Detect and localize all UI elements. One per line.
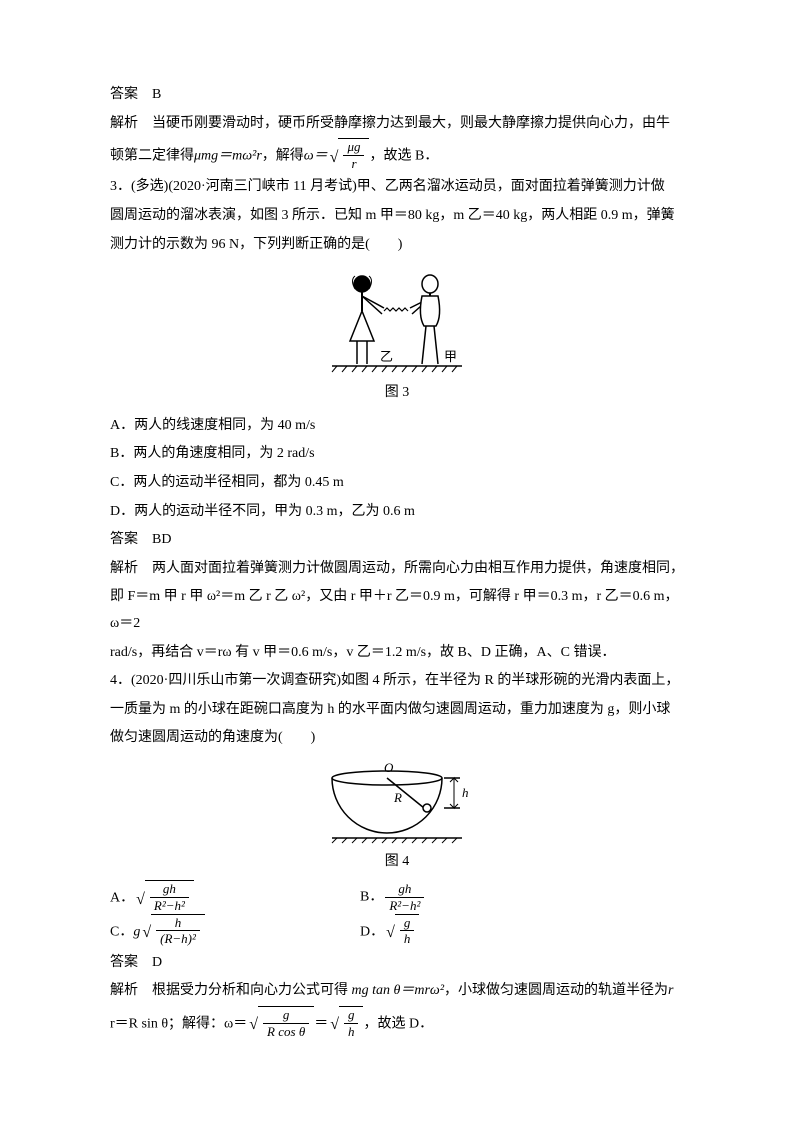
explanation-1-line2: 顿第二定律得μmg＝mω²r，解得ω＝μgr，故选 B． bbox=[110, 139, 684, 172]
option-a: A．ghR²−h² bbox=[110, 881, 360, 914]
option-label: B． bbox=[360, 890, 383, 905]
question-number: 4． bbox=[110, 673, 131, 688]
numerator: g bbox=[344, 1007, 359, 1024]
formula: μmg＝mω²r bbox=[194, 149, 262, 164]
figure-4: O R h bbox=[110, 760, 684, 845]
question-4-line3: 做匀速圆周运动的角速度为( ) bbox=[110, 725, 684, 752]
coefficient: g bbox=[133, 924, 140, 939]
figure-3-caption: 图 3 bbox=[110, 380, 684, 407]
answer-value: BD bbox=[152, 532, 171, 547]
explanation-label: 解析 bbox=[110, 983, 138, 998]
question-3-line2: 圆周运动的溜冰表演，如图 3 所示．已知 m 甲＝80 kg，m 乙＝40 kg… bbox=[110, 203, 684, 230]
option-b: B．两人的角速度相同，为 2 rad/s bbox=[110, 441, 684, 468]
option-c: C．gh(R−h)² bbox=[110, 915, 360, 948]
sqrt-icon: gh bbox=[386, 915, 419, 948]
formula-lhs: ω＝ bbox=[304, 149, 328, 164]
numerator: gh bbox=[385, 881, 424, 898]
answer-label: 答案 bbox=[110, 955, 138, 970]
option-d: D．gh bbox=[360, 915, 419, 948]
answer-1: 答案 B bbox=[110, 82, 684, 109]
answer-4: 答案 D bbox=[110, 950, 684, 977]
figure-4-caption: 图 4 bbox=[110, 849, 684, 876]
text: (多选)(2020·河南三门峡市 11 月考试)甲、乙两名溜冰运动员，面对面拉着… bbox=[131, 179, 665, 194]
answer-value: B bbox=[152, 87, 161, 102]
numerator: h bbox=[156, 915, 200, 932]
sqrt-icon: h(R−h)² bbox=[142, 915, 205, 948]
sqrt-icon: μgr bbox=[330, 139, 370, 172]
text: ，故选 B． bbox=[369, 149, 438, 164]
text: 根据受力分析和向心力公式可得 bbox=[152, 983, 352, 998]
fig4-r: R bbox=[393, 790, 402, 805]
explanation-4-line1: 解析 根据受力分析和向心力公式可得 mg tan θ＝mrω²，小球做匀速圆周运… bbox=[110, 978, 684, 1005]
text: 圆周运动的溜冰表演，如图 3 所示．已知 m 甲＝80 kg，m 乙＝40 kg… bbox=[110, 208, 675, 223]
fig4-h: h bbox=[462, 785, 469, 800]
sqrt-icon: gh bbox=[330, 1007, 363, 1040]
text: rad/s，再结合 v＝rω 有 v 甲＝0.6 m/s，v 乙＝1.2 m/s… bbox=[110, 645, 615, 660]
options-row-2: C．gh(R−h)² D．gh bbox=[110, 915, 684, 948]
numerator: g bbox=[263, 1007, 309, 1024]
sqrt-icon: ghR²−h² bbox=[136, 881, 194, 914]
text: 顿第二定律得 bbox=[110, 149, 194, 164]
numerator: gh bbox=[150, 881, 189, 898]
denominator: (R−h)² bbox=[156, 931, 200, 947]
explanation-3-line2: 即 F＝m 甲 r 甲 ω²＝m 乙 r 乙 ω²，又由 r 甲＋r 乙＝0.9… bbox=[110, 584, 684, 637]
denominator: R cos θ bbox=[263, 1024, 309, 1040]
fig3-label-left: 乙 bbox=[380, 349, 393, 364]
option-label: A． bbox=[110, 891, 134, 906]
explanation-3-line1: 解析 两人面对面拉着弹簧测力计做圆周运动，所需向心力由相互作用力提供，角速度相同… bbox=[110, 556, 684, 583]
option-label: D． bbox=[360, 924, 384, 939]
fig4-o: O bbox=[384, 760, 394, 775]
numerator: g bbox=[400, 915, 415, 932]
option-b: B．ghR²−h² bbox=[360, 881, 426, 914]
numerator: μg bbox=[343, 139, 364, 156]
formula: mg tan θ＝mrω² bbox=[352, 983, 445, 998]
answer-label: 答案 bbox=[110, 532, 138, 547]
option-c: C．两人的运动半径相同，都为 0.45 m bbox=[110, 470, 684, 497]
text: r＝R sin θ；解得：ω＝ bbox=[110, 1016, 247, 1031]
explanation-1-line1: 解析 当硬币刚要滑动时，硬币所受静摩擦力达到最大，则最大静摩擦力提供向心力，由牛 bbox=[110, 111, 684, 138]
denominator: R²−h² bbox=[150, 898, 189, 914]
denominator: r bbox=[343, 156, 364, 172]
text: ，解得 bbox=[262, 149, 304, 164]
explanation-label: 解析 bbox=[110, 561, 138, 576]
option-label: C． bbox=[110, 924, 133, 939]
text: 测力计的示数为 96 N，下列判断正确的是( ) bbox=[110, 237, 402, 252]
option-d: D．两人的运动半径不同，甲为 0.3 m，乙为 0.6 m bbox=[110, 499, 684, 526]
text: 做匀速圆周运动的角速度为( ) bbox=[110, 730, 315, 745]
answer-label: 答案 bbox=[110, 87, 138, 102]
text: (2020·四川乐山市第一次调查研究)如图 4 所示，在半径为 R 的半球形碗的… bbox=[131, 673, 679, 688]
explanation-3-line3: rad/s，再结合 v＝rω 有 v 甲＝0.6 m/s，v 乙＝1.2 m/s… bbox=[110, 640, 684, 667]
figure-3: 乙 甲 bbox=[110, 266, 684, 376]
fig3-label-right: 甲 bbox=[444, 349, 457, 364]
explanation-label: 解析 bbox=[110, 116, 138, 131]
text: ，小球做匀速圆周运动的轨道半径为 bbox=[444, 983, 668, 998]
question-3-line1: 3．(多选)(2020·河南三门峡市 11 月考试)甲、乙两名溜冰运动员，面对面… bbox=[110, 174, 684, 201]
denominator: h bbox=[400, 931, 415, 947]
text: 当硬币刚要滑动时，硬币所受静摩擦力达到最大，则最大静摩擦力提供向心力，由牛 bbox=[152, 116, 670, 131]
denominator: R²−h² bbox=[385, 898, 424, 914]
denominator: h bbox=[344, 1024, 359, 1040]
text: 两人面对面拉着弹簧测力计做圆周运动，所需向心力由相互作用力提供，角速度相同， bbox=[152, 561, 684, 576]
options-row-1: A．ghR²−h² B．ghR²−h² bbox=[110, 881, 684, 914]
text: 即 F＝m 甲 r 甲 ω²＝m 乙 r 乙 ω²，又由 r 甲＋r 乙＝0.9… bbox=[110, 589, 679, 631]
option-a: A．两人的线速度相同，为 40 m/s bbox=[110, 413, 684, 440]
question-number: 3． bbox=[110, 179, 131, 194]
question-4-line2: 一质量为 m 的小球在距碗口高度为 h 的水平面内做匀速圆周运动，重力加速度为 … bbox=[110, 697, 684, 724]
explanation-4-line2: r＝R sin θ；解得：ω＝gR cos θ＝gh，故选 D． bbox=[110, 1007, 684, 1040]
eq: ＝ bbox=[314, 1016, 328, 1031]
question-4-line1: 4．(2020·四川乐山市第一次调查研究)如图 4 所示，在半径为 R 的半球形… bbox=[110, 668, 684, 695]
text: 一质量为 m 的小球在距碗口高度为 h 的水平面内做匀速圆周运动，重力加速度为 … bbox=[110, 702, 670, 717]
answer-value: D bbox=[152, 955, 162, 970]
text: ，故选 D． bbox=[363, 1016, 433, 1031]
question-3-line3: 测力计的示数为 96 N，下列判断正确的是( ) bbox=[110, 232, 684, 259]
sqrt-icon: gR cos θ bbox=[249, 1007, 314, 1040]
answer-3: 答案 BD bbox=[110, 527, 684, 554]
